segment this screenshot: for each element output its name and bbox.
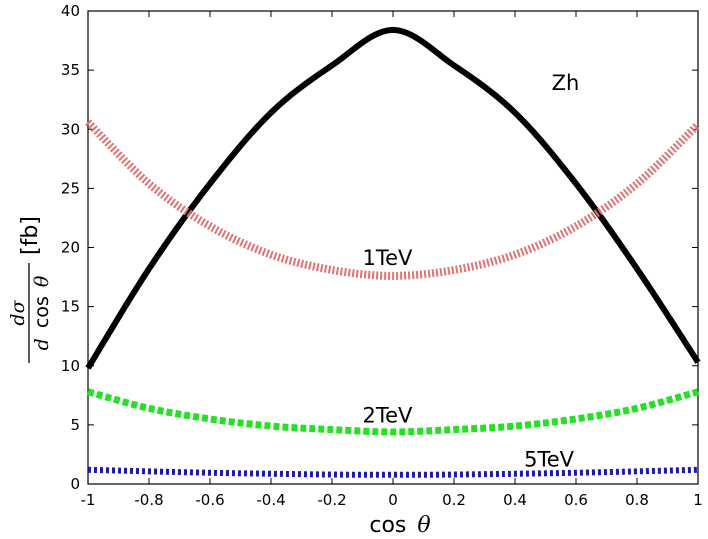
series-line-2tev xyxy=(87,388,699,436)
y-tick-label: 25 xyxy=(61,179,80,197)
y-tick-label: 40 xyxy=(61,2,80,20)
curve-label-2tev: 2TeV xyxy=(363,404,414,428)
x-tick-label: 1 xyxy=(693,491,703,509)
series-line-1tev xyxy=(85,119,701,280)
tick-layer: -1 -0.8 -0.6 -0.4 -0.2 0 0.2 0.4 0.6 0.8 105101520… xyxy=(61,2,703,509)
y-tick-label: 10 xyxy=(61,357,80,375)
x-tick-label: -0.6 xyxy=(195,491,224,509)
x-tick-label: 0.4 xyxy=(503,491,527,509)
x-tick-label: -0.8 xyxy=(134,491,163,509)
y-title-denominator: d cos θ xyxy=(31,275,53,350)
x-tick-label: 0.8 xyxy=(625,491,649,509)
y-axis-title: dσ d cos θ [fb] xyxy=(7,216,53,363)
y-tick-label: 35 xyxy=(61,61,80,79)
y-tick-label: 5 xyxy=(70,416,80,434)
curves-layer xyxy=(85,26,701,478)
y-title-unit: [fb] xyxy=(18,216,43,255)
curve-labels-layer: Zh 1TeV 2TeV 5TeV xyxy=(363,71,580,471)
x-tick-label: 0.6 xyxy=(564,491,588,509)
y-tick-label: 15 xyxy=(61,298,80,316)
curve-label-1tev: 1TeV xyxy=(363,246,414,270)
y-tick-label: 0 xyxy=(70,475,80,493)
x-tick-label: -0.4 xyxy=(256,491,285,509)
y-tick-label: 30 xyxy=(61,120,80,138)
x-tick-label: 0 xyxy=(388,491,398,509)
series-line-5tev xyxy=(87,466,699,478)
curve-label-zh: Zh xyxy=(552,71,580,95)
series-line-zh xyxy=(85,26,701,370)
curve-label-5tev: 5TeV xyxy=(524,447,575,471)
x-tick-label: -0.2 xyxy=(317,491,346,509)
y-tick-label: 20 xyxy=(61,239,80,257)
y-title-numerator: dσ xyxy=(7,299,29,325)
x-axis-title: cos θ xyxy=(369,513,430,538)
x-tick-label: -1 xyxy=(81,491,96,509)
x-tick-label: 0.2 xyxy=(442,491,466,509)
